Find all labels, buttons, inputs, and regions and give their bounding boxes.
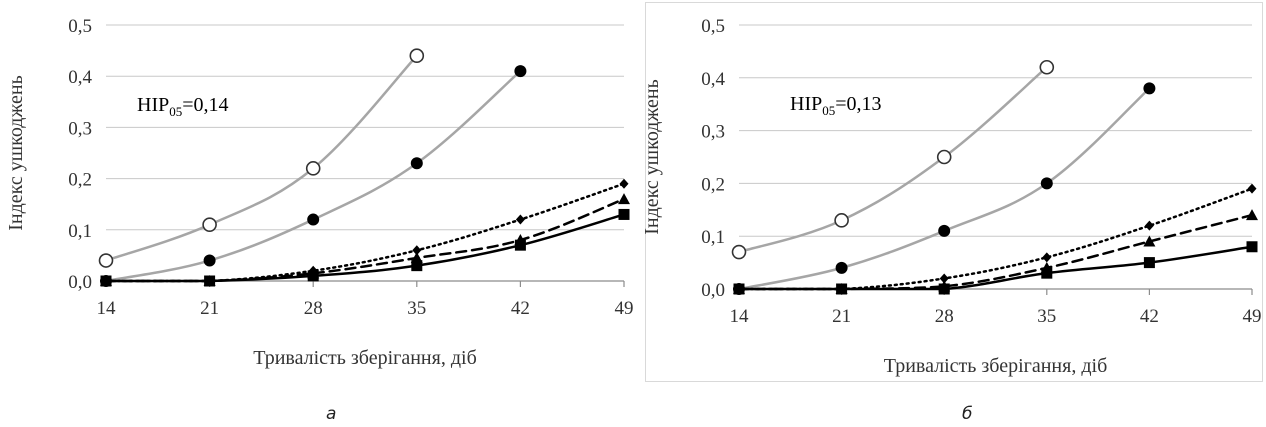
point-filled-circle xyxy=(1040,177,1053,190)
caption-a: а xyxy=(326,404,337,424)
point-square xyxy=(938,283,950,295)
point-open-circle xyxy=(731,244,747,260)
point-filled-circle xyxy=(514,65,527,78)
y-tick-label: 0,1 xyxy=(701,227,725,248)
panel-b-frame xyxy=(645,2,1263,382)
y-tick-label: 0,5 xyxy=(701,16,725,37)
point-diamond xyxy=(1144,220,1154,231)
y-tick-label: 0,4 xyxy=(68,67,92,88)
point-square xyxy=(618,208,630,220)
y-tick-label: 0,4 xyxy=(701,69,725,90)
point-open-circle xyxy=(409,48,425,64)
y-tick-label: 0,0 xyxy=(68,272,92,293)
lsd-annotation-prefix: НІР xyxy=(137,94,169,116)
point-diamond xyxy=(412,245,422,256)
point-diamond xyxy=(1247,183,1257,194)
x-tick-label: 42 xyxy=(1140,306,1159,327)
lsd-annotation-value: =0,13 xyxy=(835,93,881,115)
y-tick-label: 0,2 xyxy=(68,170,92,191)
point-diamond xyxy=(619,178,629,189)
x-tick-label: 28 xyxy=(304,298,323,319)
x-tick-label: 21 xyxy=(832,306,851,327)
chart-panel-b: 0,0 0,1 0,2 0,3 0,4 0,5 14 21 28 35 42 49 Тривалість… xyxy=(640,0,1266,400)
point-filled-circle xyxy=(938,224,951,237)
point-diamond xyxy=(939,273,949,284)
x-tick-label: 14 xyxy=(730,306,750,327)
point-diamond xyxy=(515,214,525,225)
point-open-circle xyxy=(98,253,114,268)
x-tick-label: 49 xyxy=(615,298,634,319)
series-line-open-circle xyxy=(104,54,419,262)
y-tick-label: 0,1 xyxy=(68,221,92,242)
point-filled-circle xyxy=(307,213,320,226)
y-tick-label: 0,0 xyxy=(701,280,725,301)
series-line-square xyxy=(104,213,626,283)
point-square xyxy=(204,275,216,287)
series-line-square xyxy=(737,245,1254,291)
y-tick-label: 0,3 xyxy=(701,122,725,143)
point-triangle xyxy=(1143,235,1156,247)
y-axis-title: Індекс ушкоджень xyxy=(5,75,27,230)
point-square xyxy=(1143,257,1155,269)
x-axis-title: Тривалість зберігання, діб xyxy=(253,347,477,369)
point-square xyxy=(1041,267,1053,279)
point-square xyxy=(514,239,526,251)
caption-b: б xyxy=(962,404,973,424)
x-axis-title: Тривалість зберігання, діб xyxy=(884,355,1108,377)
chart-a-svg: 0,0 0,1 0,2 0,3 0,4 0,5 14 21 28 35 42 49 Тривалість… xyxy=(5,16,634,369)
point-square xyxy=(100,275,112,287)
y-tick-label: 0,3 xyxy=(68,118,92,139)
point-open-circle xyxy=(936,149,952,165)
point-open-circle xyxy=(305,161,321,176)
lsd-annotation: НІР05=0,13 xyxy=(790,93,882,118)
x-tick-label: 42 xyxy=(511,298,530,319)
point-triangle xyxy=(1246,209,1258,221)
series-line-triangle xyxy=(737,213,1254,291)
point-square xyxy=(411,260,423,272)
lsd-annotation-value: =0,14 xyxy=(182,94,228,116)
lsd-annotation-subscript: 05 xyxy=(822,103,835,118)
point-filled-circle xyxy=(835,261,848,274)
x-tick-label: 28 xyxy=(935,306,954,327)
point-filled-circle xyxy=(203,254,216,267)
lsd-annotation-subscript: 05 xyxy=(169,104,182,119)
x-tick-label: 35 xyxy=(407,298,426,319)
x-tick-label: 35 xyxy=(1037,306,1056,327)
point-triangle xyxy=(618,193,630,205)
point-square xyxy=(1246,241,1258,253)
point-square xyxy=(307,270,319,282)
series-line-triangle xyxy=(104,197,626,283)
y-axis-title: Індекс ушкоджень xyxy=(641,79,663,234)
series-line-open-circle xyxy=(737,65,1049,254)
x-tick-label: 49 xyxy=(1243,306,1262,327)
point-filled-circle xyxy=(1143,82,1156,95)
chart-panel-a: 0,0 0,1 0,2 0,3 0,4 0,5 14 21 28 35 42 49 Тривалість… xyxy=(0,0,640,400)
chart-b-svg: 0,0 0,1 0,2 0,3 0,4 0,5 14 21 28 35 42 49 Тривалість… xyxy=(641,16,1262,377)
x-tick-label: 14 xyxy=(97,298,117,319)
point-open-circle xyxy=(1039,59,1055,75)
x-tick-label: 21 xyxy=(200,298,219,319)
lsd-annotation: НІР05=0,14 xyxy=(137,94,229,119)
y-tick-label: 0,5 xyxy=(68,16,92,37)
point-open-circle xyxy=(202,217,217,232)
point-square xyxy=(733,283,745,295)
lsd-annotation-prefix: НІР xyxy=(790,93,822,115)
point-diamond xyxy=(1042,252,1052,263)
y-tick-label: 0,2 xyxy=(701,174,725,195)
point-square xyxy=(836,283,848,295)
point-open-circle xyxy=(834,213,849,228)
point-filled-circle xyxy=(410,157,423,170)
